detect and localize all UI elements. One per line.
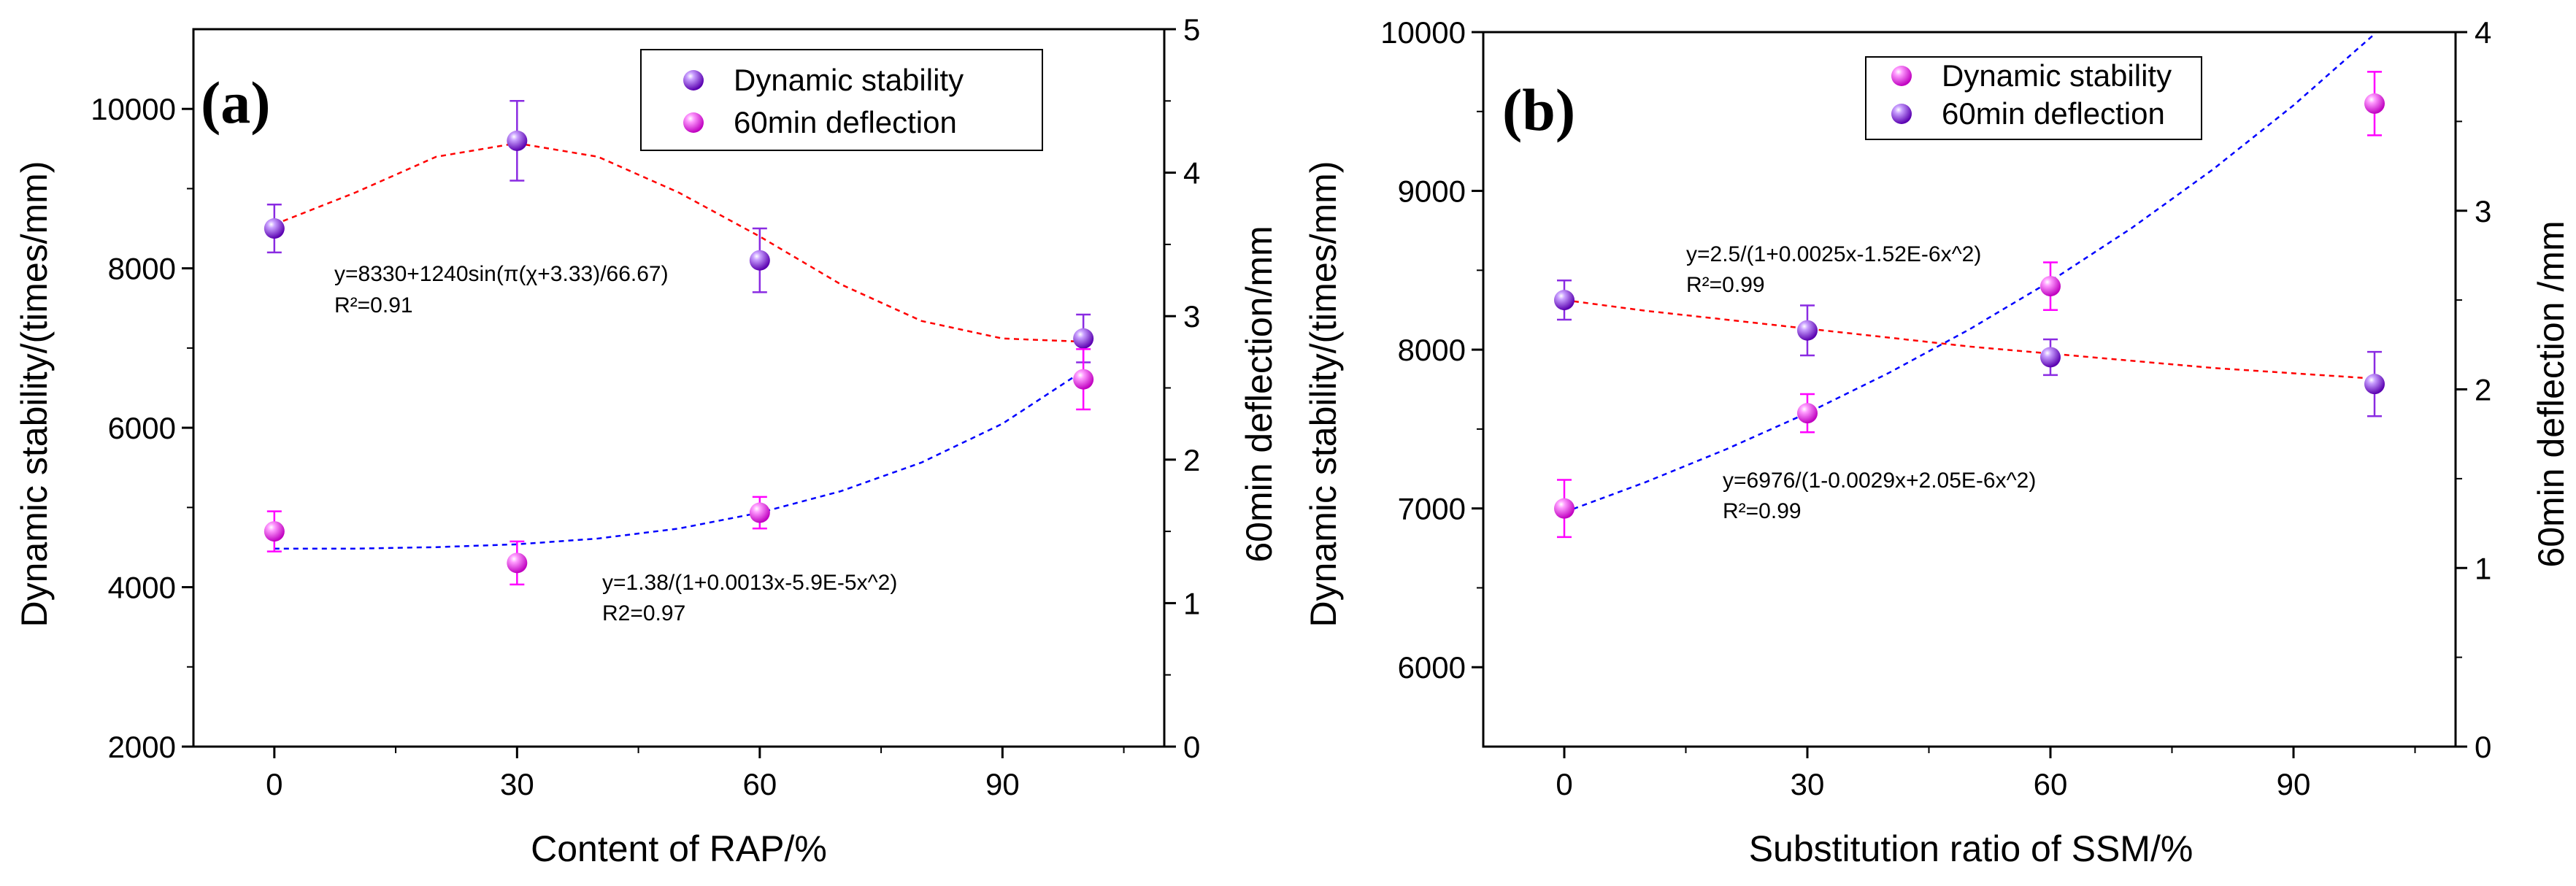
b-x-tick-label: 0: [1556, 767, 1572, 801]
panel-label-a: (a): [201, 69, 271, 136]
b-point-series-1: [2364, 374, 2385, 395]
b-fit-curve-1: [1564, 298, 2375, 380]
b-y2-tick-label: 4: [2475, 15, 2491, 50]
b-x-tick-label: 30: [1791, 767, 1825, 801]
b-y-tick-label: 7000: [1398, 492, 1466, 526]
a-y-tick-label: 4000: [108, 571, 176, 605]
b-point-series-0: [2040, 276, 2061, 297]
a-y2-tick-label: 3: [1183, 299, 1200, 334]
legend-marker-a-dynamic-stability: [683, 70, 704, 90]
legend-box-b: [1865, 56, 2202, 140]
b-x-tick-label: 90: [2277, 767, 2311, 801]
b-y2-tick-label: 2: [2475, 373, 2491, 407]
b-point-series-1: [1554, 290, 1575, 311]
b-fit-r2-red: R²=0.99: [1686, 273, 1765, 297]
a-x-tick-label: 60: [742, 767, 777, 801]
b-y2-tick-label: 1: [2475, 551, 2491, 585]
a-ticks: 0 30 60 90 2000 4000 6000 8000 10000 0 1 2 3 4 5: [91, 12, 1200, 801]
b-x-tick-label: 60: [2034, 767, 2068, 801]
b-point-series-0: [2364, 93, 2385, 114]
a-x-axis-title: Content of RAP/%: [531, 828, 827, 869]
b-y-tick-label: 10000: [1380, 15, 1466, 50]
a-point-series-0: [1073, 328, 1094, 349]
a-y-tick-label: 2000: [108, 730, 176, 764]
a-fit-equation-blue: y=1.38/(1+0.0013x-5.9E-5x^2): [602, 571, 897, 595]
a-fit-curve-1: [274, 369, 1084, 550]
legend-box-a: [640, 49, 1043, 151]
a-y-axis-title: Dynamic stability/(times/mm): [14, 161, 55, 628]
b-y-tick-label: 9000: [1398, 174, 1466, 209]
a-y2-tick-label: 2: [1183, 443, 1200, 477]
panel-label-b: (b): [1502, 77, 1575, 143]
legend-marker-b-deflection: [1891, 104, 1912, 124]
a-point-series-0: [507, 130, 528, 151]
a-y-tick-label: 6000: [108, 411, 176, 445]
b-point-series-0: [1554, 498, 1575, 519]
b-y2-tick-label: 0: [2475, 730, 2491, 764]
b-y2-axis-title: 60min deflection /mm: [2531, 220, 2572, 567]
b-x-axis-title: Substitution ratio of SSM/%: [1749, 828, 2194, 869]
legend-label-a-deflection: 60min deflection: [734, 105, 957, 139]
a-y2-tick-label: 1: [1183, 586, 1200, 620]
b-point-series-1: [2040, 347, 2061, 368]
b-fit-equation-blue: y=6976/(1-0.0029x+2.05E-6x^2): [1723, 469, 2036, 493]
a-point-series-1: [749, 502, 770, 523]
a-y-tick-label: 10000: [91, 92, 176, 126]
a-fit-curve-0: [274, 142, 1084, 343]
b-fit-curves: [1564, 33, 2375, 514]
panel-a: 0 30 60 90 2000 4000 6000 8000 10000 0 1 2 3 4 5 (a) y…: [14, 12, 1280, 869]
b-data-points: [1554, 71, 2385, 539]
a-y2-axis-title: 60min deflection/mm: [1239, 226, 1280, 562]
a-fit-equation-red: y=8330+1240sin(π(χ+3.33)/66.67): [334, 262, 669, 286]
a-point-series-0: [749, 250, 770, 271]
b-ticks: 0 30 60 90 6000 7000 8000 9000 10000 0 1 2 3 4: [1380, 15, 2491, 801]
a-x-tick-label: 0: [266, 767, 282, 801]
legend-b: Dynamic stability 60min deflection: [1865, 56, 2202, 140]
a-fit-r2-blue: R2=0.97: [602, 601, 685, 625]
legend-marker-b-dynamic-stability: [1891, 66, 1912, 86]
a-y-tick-label: 8000: [108, 252, 176, 286]
b-y-tick-label: 6000: [1398, 650, 1466, 685]
b-y2-tick-label: 3: [2475, 194, 2491, 228]
legend-marker-a-deflection: [683, 112, 704, 133]
a-point-series-1: [264, 521, 285, 542]
b-fit-equation-red: y=2.5/(1+0.0025x-1.52E-6x^2): [1686, 242, 1981, 266]
legend-label-b-dynamic-stability: Dynamic stability: [1942, 58, 2172, 93]
b-point-series-1: [1797, 320, 1818, 341]
a-data-points: [264, 100, 1094, 586]
a-point-series-1: [507, 552, 528, 574]
a-point-series-1: [1073, 369, 1094, 390]
b-point-series-0: [1797, 403, 1818, 424]
b-fit-r2-blue: R²=0.99: [1723, 499, 1802, 523]
a-fit-curves: [274, 142, 1084, 550]
legend-label-b-deflection: 60min deflection: [1942, 96, 2165, 131]
b-y-axis-title: Dynamic stability/(times/mm): [1303, 161, 1344, 628]
legend-a: Dynamic stability 60min deflection: [640, 49, 1043, 151]
b-fit-curve-0: [1564, 33, 2375, 514]
a-x-tick-label: 30: [500, 767, 534, 801]
a-fit-r2-red: R²=0.91: [334, 293, 413, 317]
a-x-tick-label: 90: [985, 767, 1020, 801]
a-y2-tick-label: 4: [1183, 156, 1200, 190]
a-y2-tick-label: 0: [1183, 730, 1200, 764]
a-point-series-0: [264, 218, 285, 239]
a-y2-tick-label: 5: [1183, 12, 1200, 47]
legend-label-a-dynamic-stability: Dynamic stability: [734, 63, 964, 97]
panel-b: 0 30 60 90 6000 7000 8000 9000 10000 0 1 2 3 4 (b) y=…: [1303, 15, 2572, 869]
b-y-tick-label: 8000: [1398, 333, 1466, 367]
